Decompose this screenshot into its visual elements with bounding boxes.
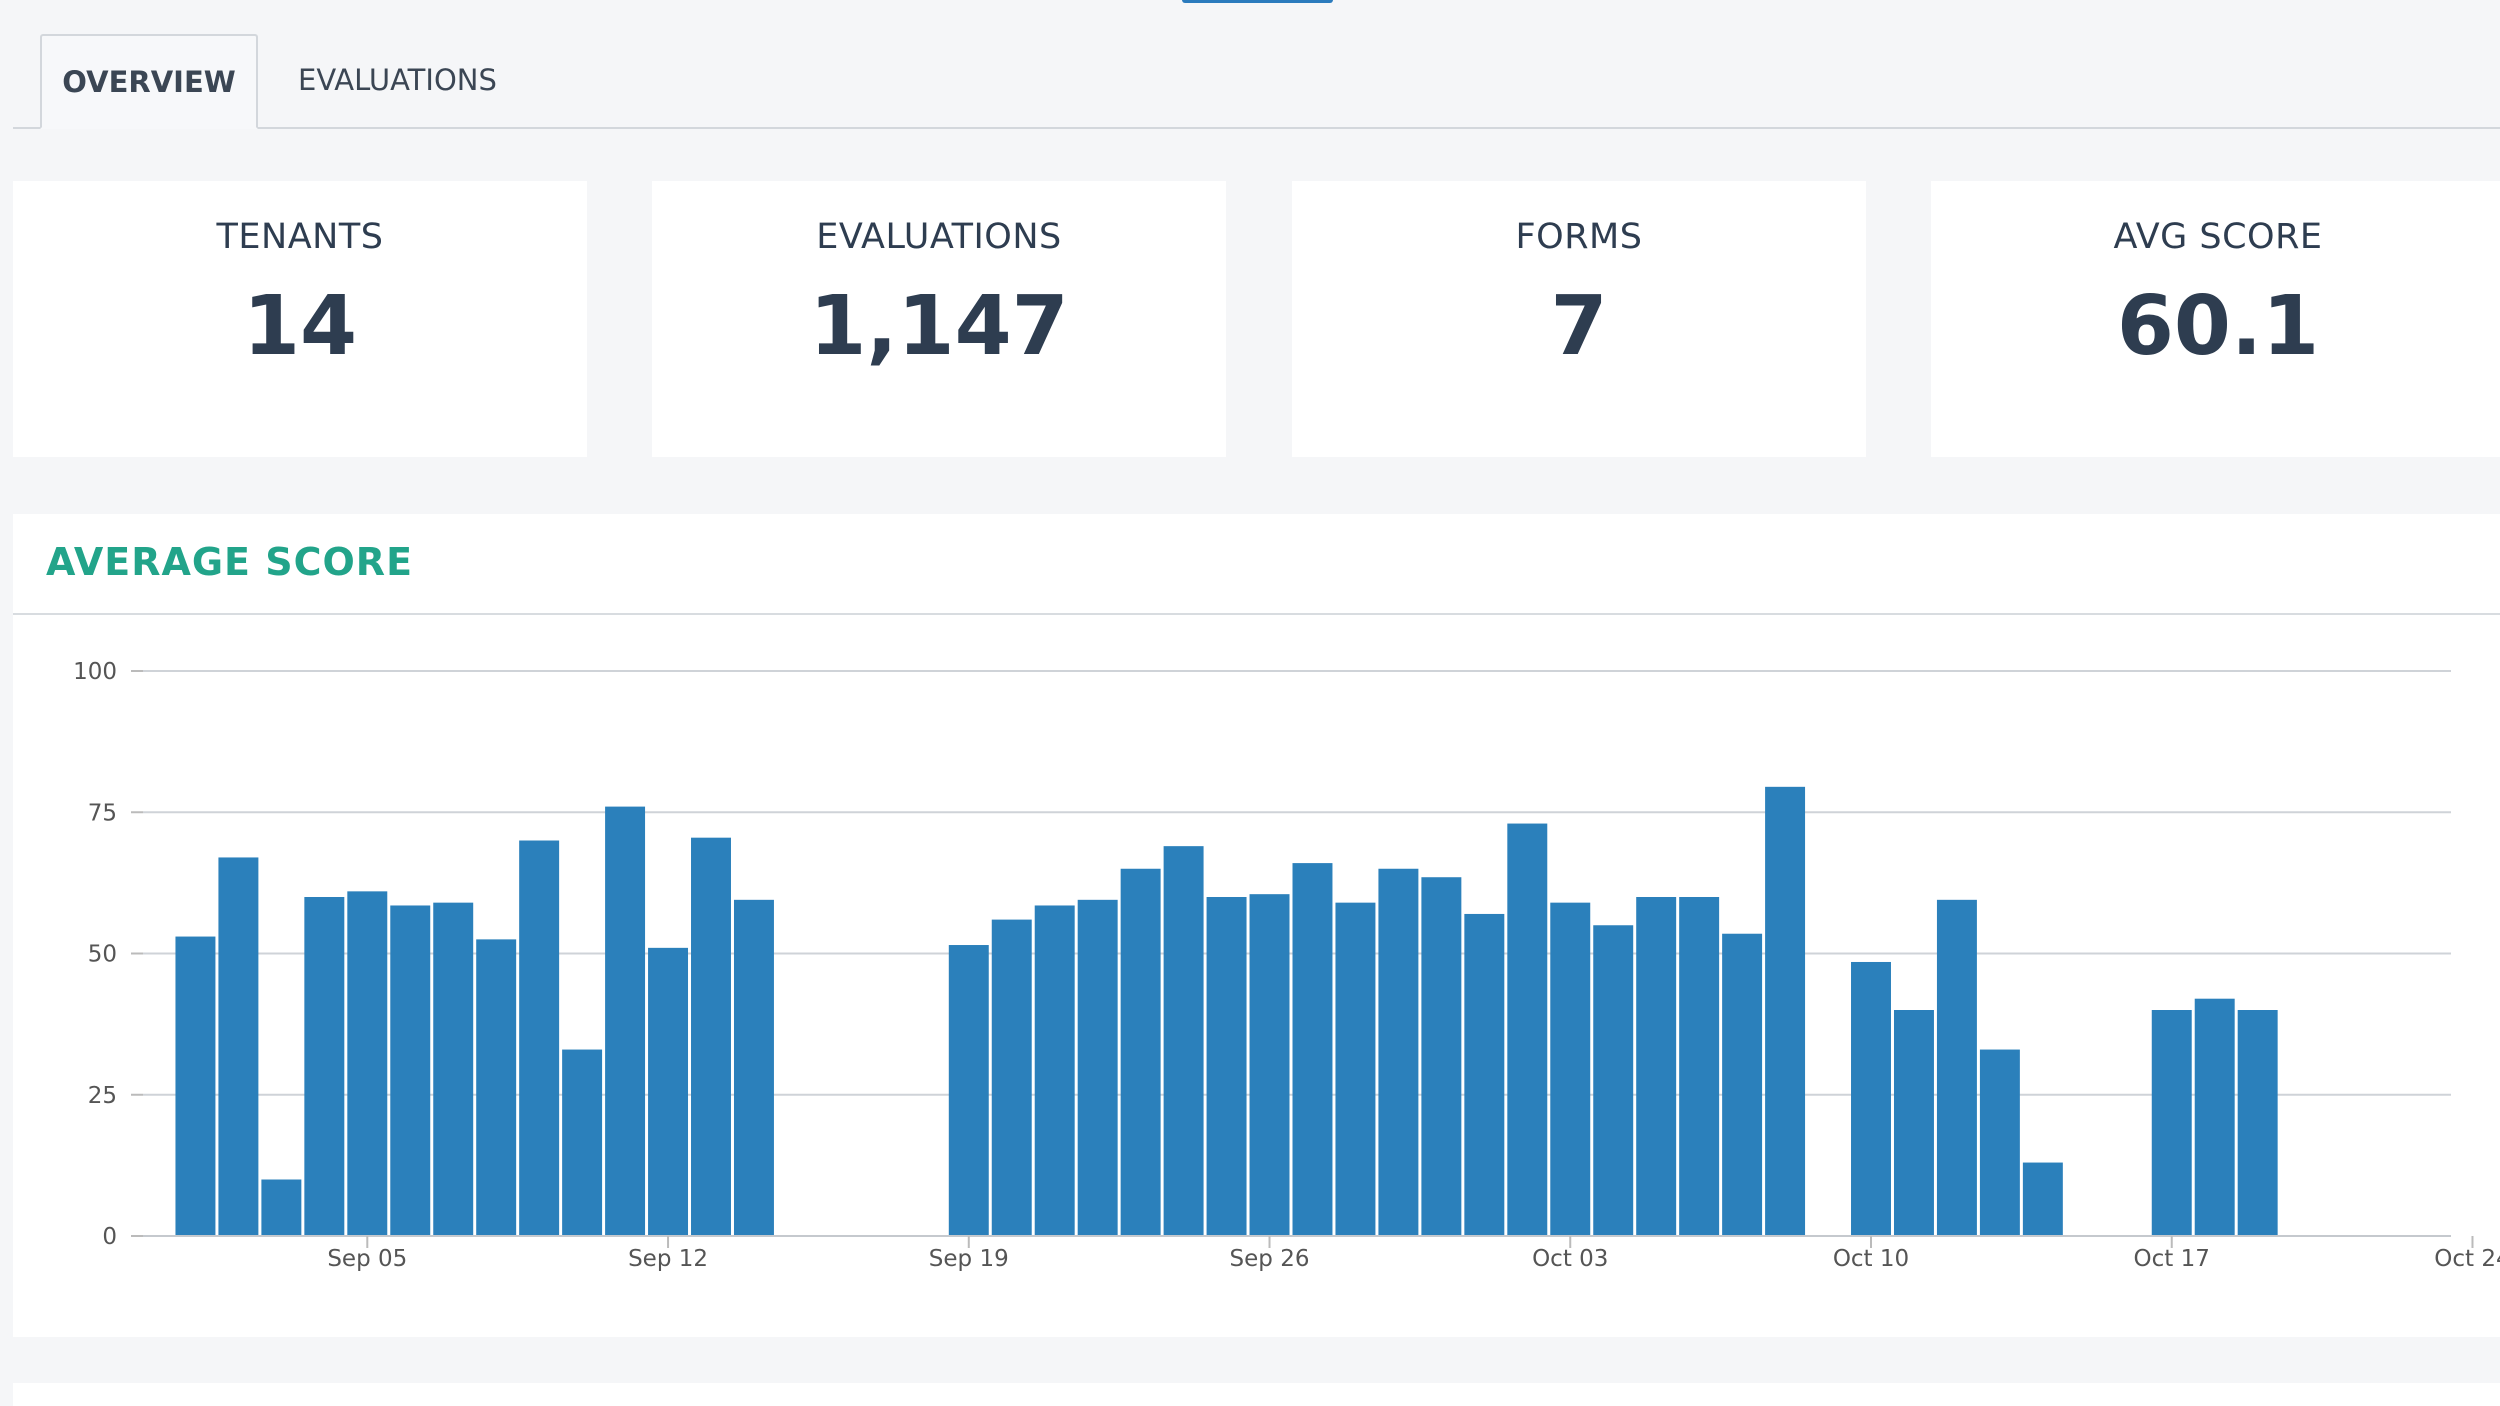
stat-card-evaluations: EVALUATIONS 1,147 bbox=[652, 181, 1226, 457]
panel-title: AVERAGE SCORE bbox=[46, 540, 414, 584]
bar bbox=[991, 919, 1032, 1236]
bar bbox=[433, 902, 474, 1236]
y-tick-label: 50 bbox=[88, 942, 117, 968]
top-progress-indicator bbox=[1182, 0, 1333, 3]
y-tick-label: 75 bbox=[88, 800, 117, 826]
x-tick-label: Oct 03 bbox=[1532, 1246, 1608, 1272]
bar bbox=[1979, 1049, 2020, 1236]
x-tick-label: Sep 26 bbox=[1230, 1246, 1310, 1272]
bar bbox=[1851, 961, 1891, 1236]
bar bbox=[1292, 863, 1333, 1236]
bar bbox=[1206, 897, 1247, 1236]
bar bbox=[347, 891, 388, 1236]
bar bbox=[648, 947, 689, 1236]
stat-value: 1,147 bbox=[809, 279, 1069, 374]
bar bbox=[2237, 1010, 2278, 1236]
stat-value: 7 bbox=[1550, 279, 1608, 374]
next-panel bbox=[13, 1383, 2500, 1406]
y-tick-label: 100 bbox=[73, 659, 117, 685]
bar bbox=[733, 899, 774, 1236]
bar bbox=[605, 806, 646, 1236]
bar bbox=[1163, 846, 1204, 1236]
bar bbox=[304, 897, 345, 1236]
bar bbox=[175, 936, 216, 1236]
x-tick-label: Oct 10 bbox=[1833, 1246, 1909, 1272]
stat-card-tenants: TENANTS 14 bbox=[13, 181, 587, 457]
bar bbox=[1421, 877, 1462, 1236]
bar bbox=[1893, 1010, 1934, 1236]
stat-card-avg-score: AVG SCORE 60.1 bbox=[1931, 181, 2500, 457]
bar bbox=[2151, 1010, 2192, 1236]
stat-value: 60.1 bbox=[2116, 279, 2320, 374]
bar bbox=[1936, 899, 1977, 1236]
tab-bar: OVERVIEW EVALUATIONS bbox=[13, 34, 2500, 129]
bar bbox=[2022, 1162, 2063, 1236]
bar bbox=[1464, 913, 1505, 1236]
stat-card-forms: FORMS 7 bbox=[1292, 181, 1866, 457]
bar bbox=[691, 837, 731, 1236]
stat-label: TENANTS bbox=[216, 217, 384, 257]
bar bbox=[1507, 823, 1548, 1236]
x-tick-label: Sep 19 bbox=[929, 1246, 1009, 1272]
x-tick-label: Sep 12 bbox=[628, 1246, 708, 1272]
bar bbox=[1249, 894, 1290, 1236]
average-score-chart: 0 25 50 75 100 Sep 05 Sep 12 Sep 19 Sep 26 Oct 03… bbox=[73, 659, 2500, 1272]
bar bbox=[2194, 998, 2235, 1236]
bar bbox=[390, 905, 431, 1236]
x-tick-label: Oct 17 bbox=[2134, 1246, 2210, 1272]
tab-evaluations[interactable]: EVALUATIONS bbox=[298, 63, 497, 97]
stat-value: 14 bbox=[242, 279, 358, 374]
x-tick-label: Sep 05 bbox=[327, 1246, 407, 1272]
bar bbox=[1077, 899, 1118, 1236]
bar bbox=[261, 1179, 302, 1236]
bar bbox=[218, 857, 259, 1236]
bar bbox=[1550, 902, 1591, 1236]
bar bbox=[1679, 897, 1720, 1236]
bar bbox=[519, 840, 560, 1236]
bar bbox=[1378, 868, 1419, 1236]
bar bbox=[948, 945, 989, 1236]
stat-label: AVG SCORE bbox=[2113, 217, 2323, 257]
x-tick-label: Oct 24 bbox=[2434, 1246, 2500, 1272]
tab-overview[interactable]: OVERVIEW bbox=[40, 34, 258, 129]
bar bbox=[1034, 905, 1075, 1236]
bar bbox=[1722, 933, 1763, 1236]
bar bbox=[562, 1049, 603, 1236]
bar bbox=[476, 939, 517, 1236]
y-tick-label: 0 bbox=[102, 1224, 117, 1250]
bar bbox=[1765, 786, 1806, 1236]
stat-label: FORMS bbox=[1515, 217, 1643, 257]
average-score-panel: AVERAGE SCORE 0 25 50 75 100 Sep 05 Sep 12 Sep … bbox=[13, 514, 2500, 1337]
y-tick-label: 25 bbox=[88, 1083, 117, 1109]
bar bbox=[1593, 925, 1634, 1236]
stat-label: EVALUATIONS bbox=[816, 217, 1062, 257]
panel-divider bbox=[13, 613, 2500, 615]
bar bbox=[1335, 902, 1376, 1236]
bar bbox=[1120, 868, 1161, 1236]
bar bbox=[1636, 897, 1677, 1236]
